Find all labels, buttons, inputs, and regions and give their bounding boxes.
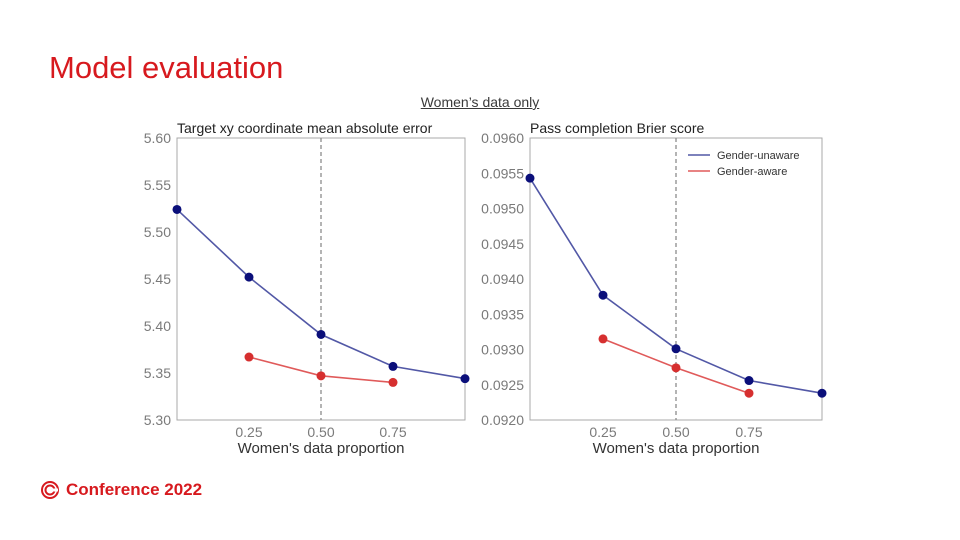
data-point bbox=[244, 352, 254, 362]
data-point bbox=[598, 290, 608, 300]
y-tick-label: 0.0945 bbox=[481, 236, 524, 252]
chart-target-xy-mae: Target xy coordinate mean absolute error… bbox=[144, 120, 470, 457]
data-point bbox=[671, 344, 681, 354]
y-tick-label: 0.0955 bbox=[481, 165, 524, 181]
conference-logo-icon bbox=[41, 481, 59, 499]
x-tick-label: 0.75 bbox=[735, 424, 762, 440]
footer-conference-label: Conference 2022 bbox=[66, 480, 203, 499]
y-tick-label: 5.50 bbox=[144, 224, 171, 240]
y-tick-label: 0.0950 bbox=[481, 201, 524, 217]
chart-pass-brier: Pass completion Brier score 0.0920 0.0925 0… bbox=[481, 120, 827, 457]
x-tick-label: 0.50 bbox=[307, 424, 334, 440]
x-axis-label: Women's data proportion bbox=[238, 440, 405, 457]
y-tick-label: 5.30 bbox=[144, 412, 171, 428]
data-point bbox=[744, 388, 754, 398]
slide-title: Model evaluation bbox=[49, 50, 284, 85]
data-point bbox=[744, 376, 754, 386]
legend-label: Gender-aware bbox=[717, 166, 787, 178]
y-tick-label: 5.60 bbox=[144, 130, 171, 146]
data-point bbox=[671, 363, 681, 373]
data-point bbox=[525, 173, 535, 183]
y-tick-label: 0.0920 bbox=[481, 412, 524, 428]
y-tick-label: 5.55 bbox=[144, 177, 171, 193]
legend-label: Gender-unaware bbox=[717, 150, 800, 162]
y-tick-label: 0.0930 bbox=[481, 342, 524, 358]
x-axis-label: Women's data proportion bbox=[593, 440, 760, 457]
y-tick-label: 5.40 bbox=[144, 318, 171, 334]
y-tick-label: 0.0925 bbox=[481, 377, 524, 393]
data-point bbox=[388, 377, 398, 387]
data-point bbox=[316, 371, 326, 381]
x-tick-label: 0.75 bbox=[379, 424, 406, 440]
data-point bbox=[388, 361, 398, 371]
chart-title: Target xy coordinate mean absolute error bbox=[177, 120, 433, 136]
data-point bbox=[460, 374, 470, 384]
data-point bbox=[172, 204, 182, 214]
y-tick-label: 0.0940 bbox=[481, 271, 524, 287]
y-tick-label: 5.45 bbox=[144, 271, 171, 287]
x-tick-label: 0.25 bbox=[235, 424, 262, 440]
y-tick-label: 5.35 bbox=[144, 365, 171, 381]
x-tick-label: 0.50 bbox=[662, 424, 689, 440]
x-tick-label: 0.25 bbox=[589, 424, 616, 440]
data-point bbox=[316, 329, 326, 339]
footer-brand: Conference 2022 bbox=[40, 480, 202, 500]
y-tick-label: 0.0960 bbox=[481, 130, 524, 146]
chart-subtitle: Women’s data only bbox=[420, 94, 540, 110]
data-point bbox=[817, 388, 827, 398]
y-tick-label: 0.0935 bbox=[481, 306, 524, 322]
chart-title: Pass completion Brier score bbox=[530, 120, 705, 136]
data-point bbox=[244, 272, 254, 282]
data-point bbox=[598, 334, 608, 344]
